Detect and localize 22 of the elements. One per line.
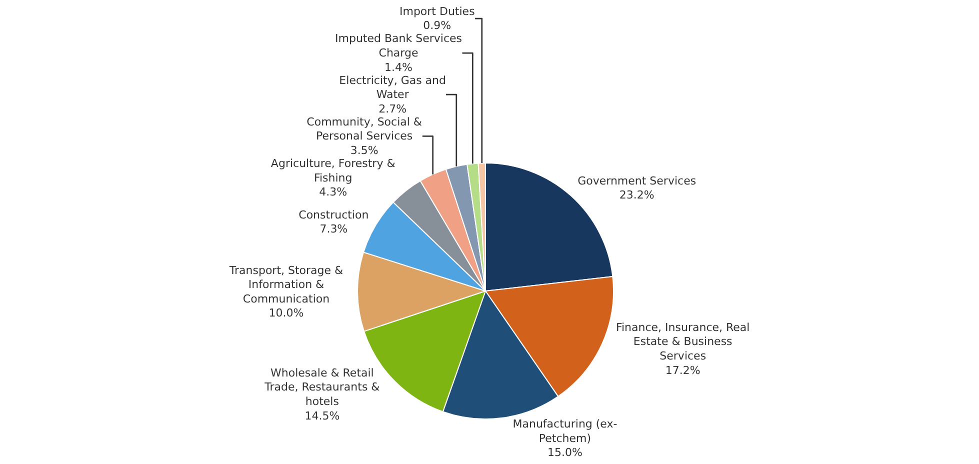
data-label: 0.9%: [423, 19, 452, 32]
slice-label: Manufacturing (ex-Petchem): [512, 418, 618, 445]
slice-label: Imputed Bank Services Charge: [335, 32, 462, 60]
slice-label: Wholesale & Retail Trade, Restaurants & hotels: [264, 366, 380, 408]
data-label: 3.5%: [350, 144, 378, 158]
data-label: 23.2%: [619, 188, 654, 202]
slice-label: Community, Social & Personal Services: [306, 115, 422, 143]
slice-label: Import Duties: [399, 4, 476, 18]
slice-label: Government Services: [578, 174, 696, 188]
data-label: 10.0%: [268, 306, 304, 320]
slice-label: Transport, Storage & Information & Communication: [228, 264, 344, 306]
data-label: 14.5%: [304, 409, 340, 422]
data-label: 2.7%: [378, 102, 407, 116]
slice-label: Finance, Insurance, Real Estate & Business Services: [616, 320, 750, 362]
data-label: 1.4%: [384, 60, 412, 74]
slice-label: Construction: [298, 208, 369, 222]
data-label: 4.3%: [319, 186, 348, 199]
data-label: 17.2%: [665, 364, 700, 377]
data-label: 7.3%: [320, 222, 348, 236]
data-label: 15.0%: [548, 446, 582, 460]
slice-label: Agriculture, Forestry & Fishing: [270, 157, 396, 184]
slice-label: Electricity, Gas and Water: [339, 74, 446, 102]
